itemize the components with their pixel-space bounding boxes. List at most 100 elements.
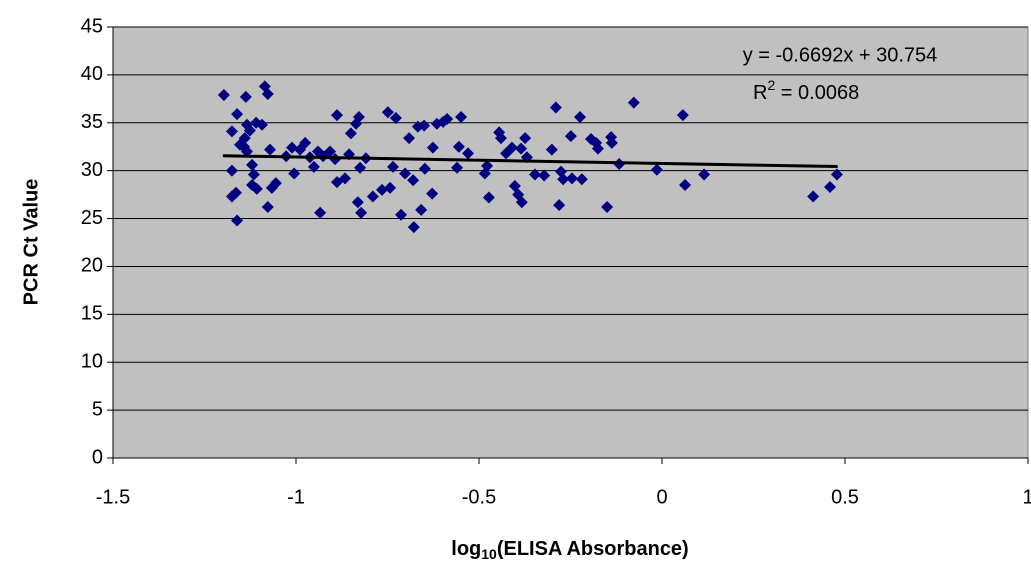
- point: [482, 191, 495, 204]
- point: [601, 201, 614, 214]
- point: [481, 159, 494, 172]
- x-tick-label: -1: [287, 486, 305, 508]
- x-label-rest: (ELISA Absorbance): [497, 538, 689, 560]
- point: [238, 132, 251, 145]
- point: [462, 147, 475, 160]
- y-tick-label: 15: [81, 303, 103, 325]
- point: [403, 132, 416, 145]
- point: [415, 203, 428, 216]
- point: [261, 201, 274, 214]
- point: [339, 172, 352, 185]
- point: [441, 112, 454, 125]
- x-tick-label: -1.5: [96, 486, 130, 508]
- point: [354, 161, 367, 174]
- point: [381, 106, 394, 119]
- point: [538, 169, 551, 182]
- point: [564, 130, 577, 143]
- point: [426, 141, 439, 154]
- point: [376, 183, 389, 196]
- point: [399, 167, 412, 180]
- x-tick-label: -0.5: [462, 486, 496, 508]
- y-tick-label: 25: [81, 207, 103, 229]
- point: [330, 109, 343, 122]
- point: [515, 142, 528, 155]
- point: [418, 162, 431, 175]
- point: [650, 163, 663, 176]
- trendline: [222, 154, 838, 169]
- r-squared-rest: = 0.0068: [775, 82, 859, 104]
- y-tick-label: 45: [81, 15, 103, 37]
- point: [225, 164, 238, 177]
- point: [285, 141, 298, 154]
- point: [505, 141, 518, 154]
- point: [574, 111, 587, 124]
- point: [314, 206, 327, 219]
- point: [807, 190, 820, 203]
- y-tick-label: 40: [81, 63, 103, 85]
- point: [231, 108, 244, 121]
- point: [676, 109, 689, 122]
- r-squared-main: R: [753, 82, 767, 104]
- y-tick-label: 30: [81, 159, 103, 181]
- point: [299, 136, 312, 149]
- point: [389, 111, 402, 124]
- point: [455, 111, 468, 124]
- point: [217, 89, 230, 102]
- point: [528, 168, 541, 181]
- point: [243, 124, 256, 137]
- point: [418, 119, 431, 132]
- point: [557, 173, 570, 186]
- point: [545, 143, 558, 156]
- x-tick-label: 0: [656, 486, 667, 508]
- y-tick-label: 35: [81, 111, 103, 133]
- point: [288, 167, 301, 180]
- point: [384, 181, 397, 194]
- point: [591, 142, 604, 155]
- point: [324, 145, 337, 158]
- x-axis-label: log10(ELISA Absorbance): [451, 538, 688, 561]
- point: [565, 172, 578, 185]
- trendline-equation: y = -0.6692x + 30.754: [743, 44, 938, 66]
- point: [231, 214, 244, 227]
- point: [261, 88, 274, 101]
- point: [823, 180, 836, 193]
- point: [246, 158, 259, 171]
- point: [494, 132, 507, 145]
- x-label-main: log: [451, 538, 481, 560]
- point: [549, 101, 562, 114]
- point: [395, 208, 408, 221]
- y-axis-label: PCR Ct Value: [20, 179, 42, 306]
- point: [269, 177, 282, 190]
- point: [239, 90, 252, 103]
- point: [386, 160, 399, 173]
- point: [451, 161, 464, 174]
- point: [452, 140, 465, 153]
- point: [255, 118, 268, 131]
- y-tick-label: 5: [92, 398, 103, 420]
- y-tick-label: 10: [81, 351, 103, 373]
- point: [515, 196, 528, 209]
- point: [553, 199, 566, 212]
- point: [698, 168, 711, 181]
- point: [407, 174, 420, 187]
- plot-area: [112, 26, 1029, 459]
- point: [355, 206, 368, 219]
- x-tick-label: 1: [1022, 486, 1031, 508]
- point: [519, 132, 532, 145]
- point: [240, 145, 253, 158]
- point: [264, 143, 277, 156]
- point: [366, 190, 379, 203]
- x-tick-label: 0.5: [831, 486, 859, 508]
- point: [307, 160, 320, 173]
- point: [627, 96, 640, 109]
- r-squared: R2 = 0.0068: [753, 77, 859, 105]
- point: [575, 173, 588, 186]
- point: [830, 168, 843, 181]
- point: [247, 168, 260, 181]
- point: [426, 187, 439, 200]
- point: [407, 221, 420, 234]
- x-label-sub: 10: [481, 546, 497, 562]
- r-squared-sup: 2: [767, 77, 775, 93]
- point: [250, 182, 263, 195]
